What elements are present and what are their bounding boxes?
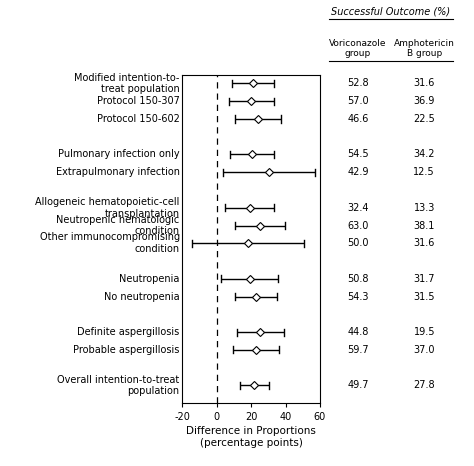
Text: 59.7: 59.7 (347, 345, 369, 355)
Text: 50.0: 50.0 (347, 238, 369, 248)
Text: Voriconazole
group: Voriconazole group (329, 39, 387, 58)
Text: 50.8: 50.8 (347, 274, 369, 284)
Text: 57.0: 57.0 (347, 96, 369, 106)
Text: 31.6: 31.6 (413, 238, 435, 248)
Text: 38.1: 38.1 (413, 220, 435, 231)
Text: Successful Outcome (%): Successful Outcome (%) (331, 7, 451, 16)
Text: 22.5: 22.5 (413, 114, 435, 124)
Text: 63.0: 63.0 (347, 220, 369, 231)
Text: 31.6: 31.6 (413, 78, 435, 89)
Text: 36.9: 36.9 (413, 96, 435, 106)
Text: Amphotericin
B group: Amphotericin B group (394, 39, 455, 58)
Text: 49.7: 49.7 (347, 380, 369, 391)
Text: 32.4: 32.4 (347, 203, 369, 213)
Text: 31.5: 31.5 (413, 292, 435, 302)
Text: 44.8: 44.8 (347, 327, 369, 337)
Text: 34.2: 34.2 (413, 150, 435, 159)
Text: 13.3: 13.3 (413, 203, 435, 213)
Text: 46.6: 46.6 (347, 114, 369, 124)
Text: 31.7: 31.7 (413, 274, 435, 284)
Text: 19.5: 19.5 (413, 327, 435, 337)
Text: 54.3: 54.3 (347, 292, 369, 302)
Text: 12.5: 12.5 (413, 167, 435, 177)
Text: 42.9: 42.9 (347, 167, 369, 177)
Text: 54.5: 54.5 (347, 150, 369, 159)
Text: 52.8: 52.8 (347, 78, 369, 89)
Text: 37.0: 37.0 (413, 345, 435, 355)
Text: 27.8: 27.8 (413, 380, 435, 391)
X-axis label: Difference in Proportions
(percentage points): Difference in Proportions (percentage po… (186, 426, 316, 448)
